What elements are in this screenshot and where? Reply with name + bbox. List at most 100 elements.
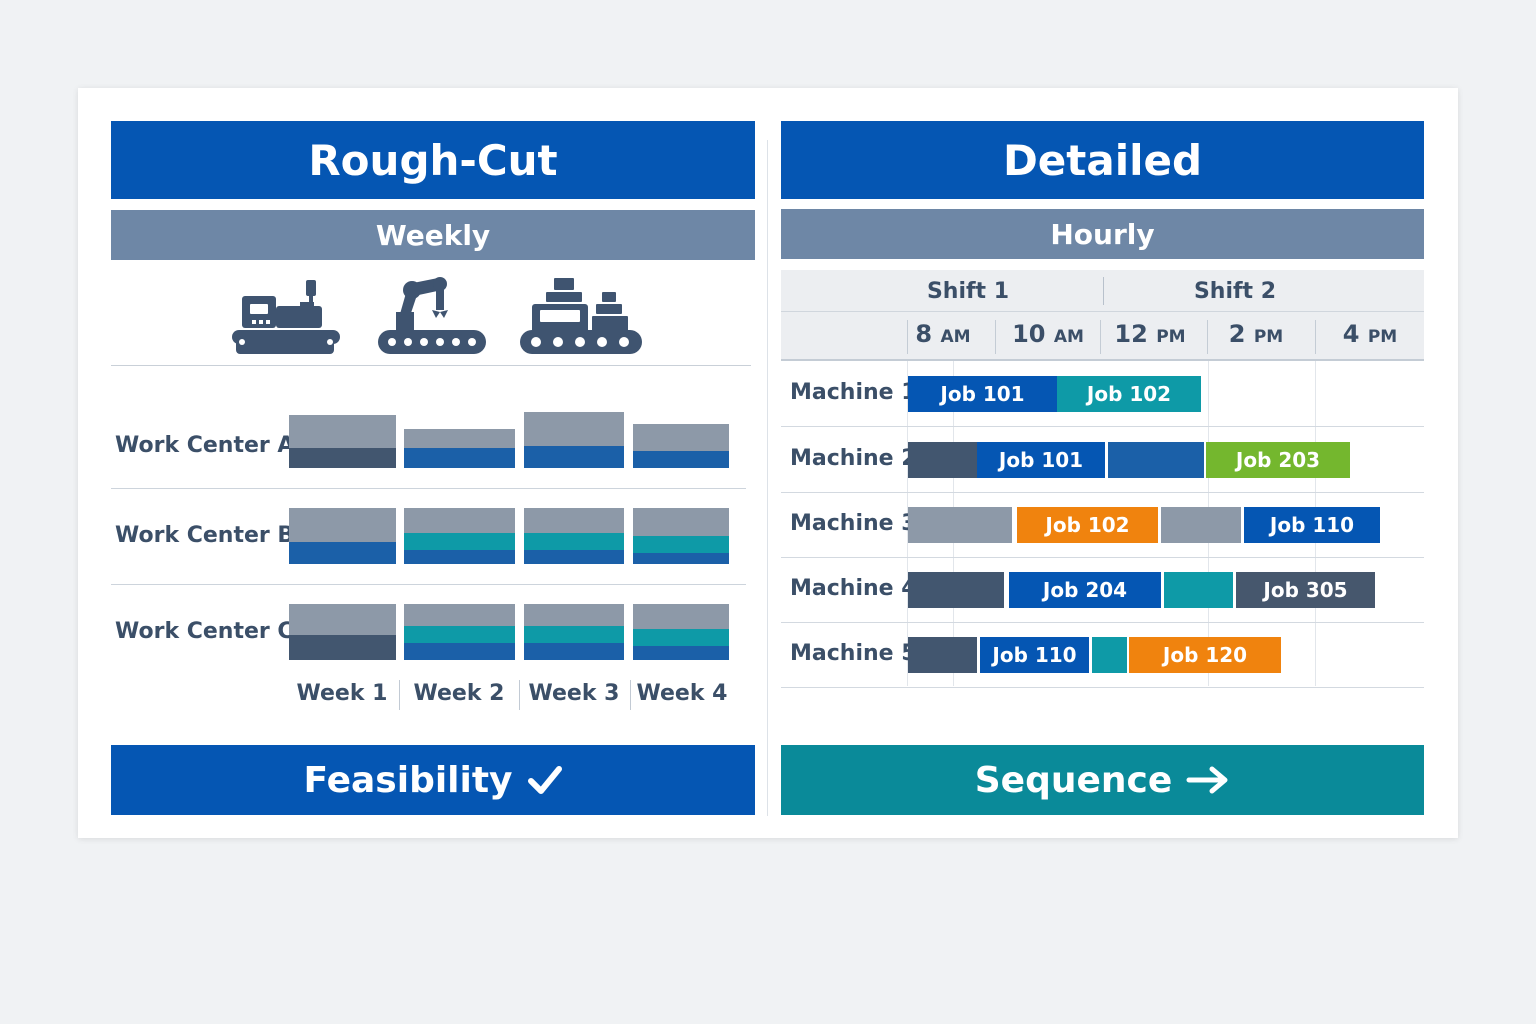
- job-bar: Job 204: [1009, 572, 1161, 608]
- time-ampm: PM: [1156, 327, 1186, 347]
- work-center-label: Work Center B: [115, 523, 295, 548]
- time-separator: [1207, 320, 1208, 354]
- setup-bar: [908, 637, 977, 673]
- machine-label: Machine 5: [790, 641, 917, 666]
- shift-1-label: Shift 1: [926, 279, 1010, 304]
- load-segment: [524, 533, 624, 550]
- time-ampm: PM: [1367, 327, 1398, 347]
- load-segment: [524, 550, 624, 564]
- conveyor-boxes-icon: [520, 278, 642, 354]
- load-segment: [524, 643, 624, 660]
- week-label: Week 1: [296, 681, 388, 706]
- week-label: Week 2: [413, 681, 505, 706]
- load-segment: [289, 635, 396, 660]
- load-segment: [404, 550, 515, 564]
- feasibility-label: Feasibility: [303, 759, 513, 801]
- time-label: 2 PM: [1206, 320, 1306, 348]
- cnc-machine-icon: [232, 280, 340, 354]
- machine-label: Machine 1: [790, 380, 917, 405]
- time-ampm: AM: [1053, 327, 1084, 347]
- sequence-label: Sequence: [974, 759, 1173, 801]
- job-bar: Job 102: [1057, 376, 1201, 412]
- week-separator: [630, 680, 631, 710]
- weekly-subtitle: Weekly: [111, 210, 755, 260]
- time-hour: 2: [1228, 320, 1246, 348]
- panel-divider: [767, 140, 768, 816]
- time-separator: [1315, 320, 1316, 354]
- load-segment: [289, 542, 396, 564]
- hourly-subtitle: Hourly: [781, 209, 1424, 259]
- row-separator: [111, 584, 746, 585]
- time-separator: [907, 320, 908, 354]
- machine-row-separator: [781, 687, 1424, 688]
- job-bar: Job 101: [908, 376, 1057, 412]
- load-segment: [524, 446, 624, 468]
- sequence-footer: Sequence: [781, 745, 1424, 815]
- grid-line: [907, 361, 908, 686]
- time-label: 4 PM: [1320, 320, 1420, 348]
- gantt-header-rule: [781, 311, 1424, 312]
- job-bar: Job 203: [1206, 442, 1350, 478]
- machine-row-separator: [781, 622, 1424, 623]
- setup-bar: [1164, 572, 1233, 608]
- rough-cut-title: Rough-Cut: [111, 121, 755, 199]
- load-segment: [524, 626, 624, 643]
- load-segment: [633, 451, 729, 468]
- detailed-title: Detailed: [781, 121, 1424, 199]
- week-label: Week 3: [528, 681, 620, 706]
- arrow-right-icon: [1186, 766, 1228, 794]
- job-bar: Job 120: [1129, 637, 1281, 673]
- load-segment: [633, 536, 729, 553]
- machine-row-separator: [781, 426, 1424, 427]
- load-segment: [404, 448, 515, 468]
- machine-label: Machine 2: [790, 446, 917, 471]
- week-separator: [399, 680, 400, 710]
- time-hour: 12: [1114, 320, 1148, 348]
- setup-bar: [1161, 507, 1241, 543]
- feasibility-footer: Feasibility: [111, 745, 755, 815]
- time-hour: 10: [1012, 320, 1046, 348]
- machine-row-separator: [781, 557, 1424, 558]
- row-separator: [111, 488, 746, 489]
- time-label: 10 AM: [998, 320, 1098, 348]
- setup-bar: [908, 442, 977, 478]
- load-segment: [404, 626, 515, 643]
- job-bar: Job 110: [980, 637, 1089, 673]
- load-segment: [404, 643, 515, 660]
- checkmark-icon: [527, 766, 562, 794]
- shift-separator: [1103, 277, 1104, 305]
- week-separator: [519, 680, 520, 710]
- job-bar: Job 110: [1244, 507, 1380, 543]
- load-segment: [633, 646, 729, 660]
- setup-bar: [1108, 442, 1204, 478]
- machine-label: Machine 4: [790, 576, 917, 601]
- week-label: Week 4: [636, 681, 728, 706]
- setup-bar: [908, 572, 1004, 608]
- load-segment: [404, 533, 515, 550]
- work-center-label: Work Center C: [115, 619, 294, 644]
- job-bar: Job 102: [1017, 507, 1158, 543]
- time-label: 8 AM: [893, 320, 993, 348]
- work-center-label: Work Center A: [115, 433, 295, 458]
- time-hour: 4: [1342, 320, 1360, 348]
- setup-bar: [908, 507, 1012, 543]
- robot-arm-icon: [378, 277, 486, 354]
- time-label: 12 PM: [1100, 320, 1200, 348]
- load-segment: [633, 553, 729, 564]
- icons-separator: [111, 365, 751, 366]
- time-separator: [1100, 320, 1101, 354]
- time-separator: [995, 320, 996, 354]
- job-bar: Job 305: [1236, 572, 1375, 608]
- gantt-header: [781, 270, 1424, 360]
- gantt-header-bottom: [781, 359, 1424, 361]
- job-bar: Job 101: [977, 442, 1105, 478]
- machine-label: Machine 3: [790, 511, 917, 536]
- load-segment: [633, 629, 729, 646]
- shift-2-label: Shift 2: [1193, 279, 1277, 304]
- setup-bar: [1092, 637, 1127, 673]
- time-ampm: AM: [940, 327, 971, 347]
- time-ampm: PM: [1253, 327, 1284, 347]
- machine-row-separator: [781, 492, 1424, 493]
- time-hour: 8: [915, 320, 933, 348]
- load-segment: [289, 448, 396, 468]
